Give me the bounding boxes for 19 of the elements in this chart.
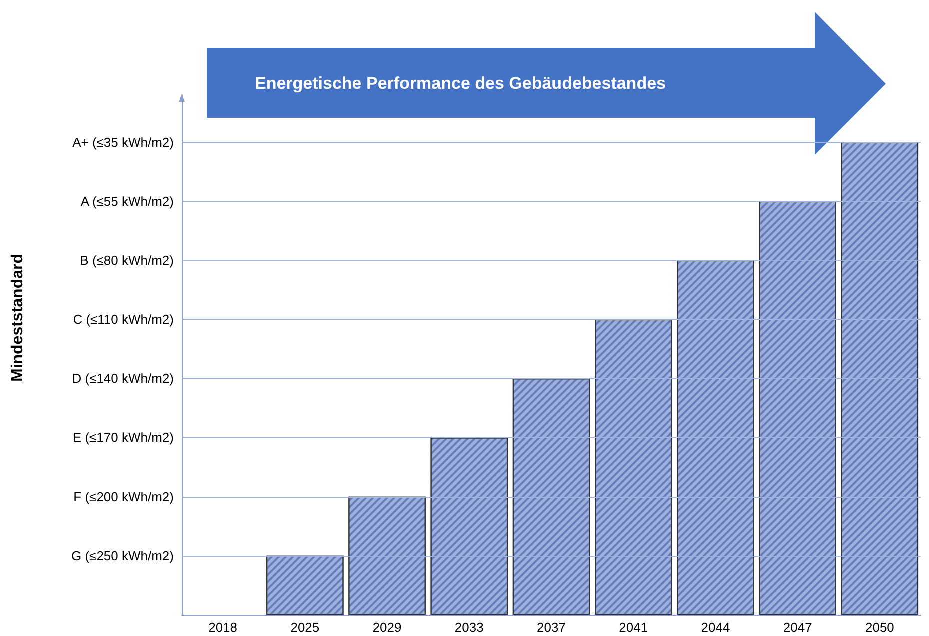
ref-line-label: B (≤80 kWh/m2) (80, 252, 174, 268)
x-tick-label: 2044 (701, 620, 730, 635)
x-tick-label: 2033 (454, 620, 484, 635)
ref-line-label: E (≤170 kWh/m2) (72, 430, 174, 446)
ref-line-label: C (≤110 kWh/m2) (73, 312, 174, 328)
x-tick-label: 2025 (290, 620, 320, 635)
ref-line-label: A (≤55 kWh/m2) (80, 194, 174, 209)
x-tick-label: 2041 (619, 620, 648, 635)
ref-line-label: F (≤200 kWh/m2) (74, 489, 174, 504)
x-tick-label: 2037 (537, 620, 566, 635)
ref-line-label: D (≤140 kWh/m2) (72, 371, 174, 386)
x-tick-label: 2029 (372, 620, 402, 635)
x-tick-label: 2050 (865, 620, 894, 635)
text: Mindeststandard (10, 254, 26, 382)
x-tick-label: 2047 (783, 620, 812, 635)
ref-line-label: G (≤250 kWh/m2) (72, 548, 174, 564)
chart-title: Energetische Performance des Gebäudebestandes (255, 74, 666, 93)
ref-line-label: A+ (≤35 kWh/m2) (72, 134, 174, 150)
x-tick-label: 2018 (208, 620, 238, 635)
